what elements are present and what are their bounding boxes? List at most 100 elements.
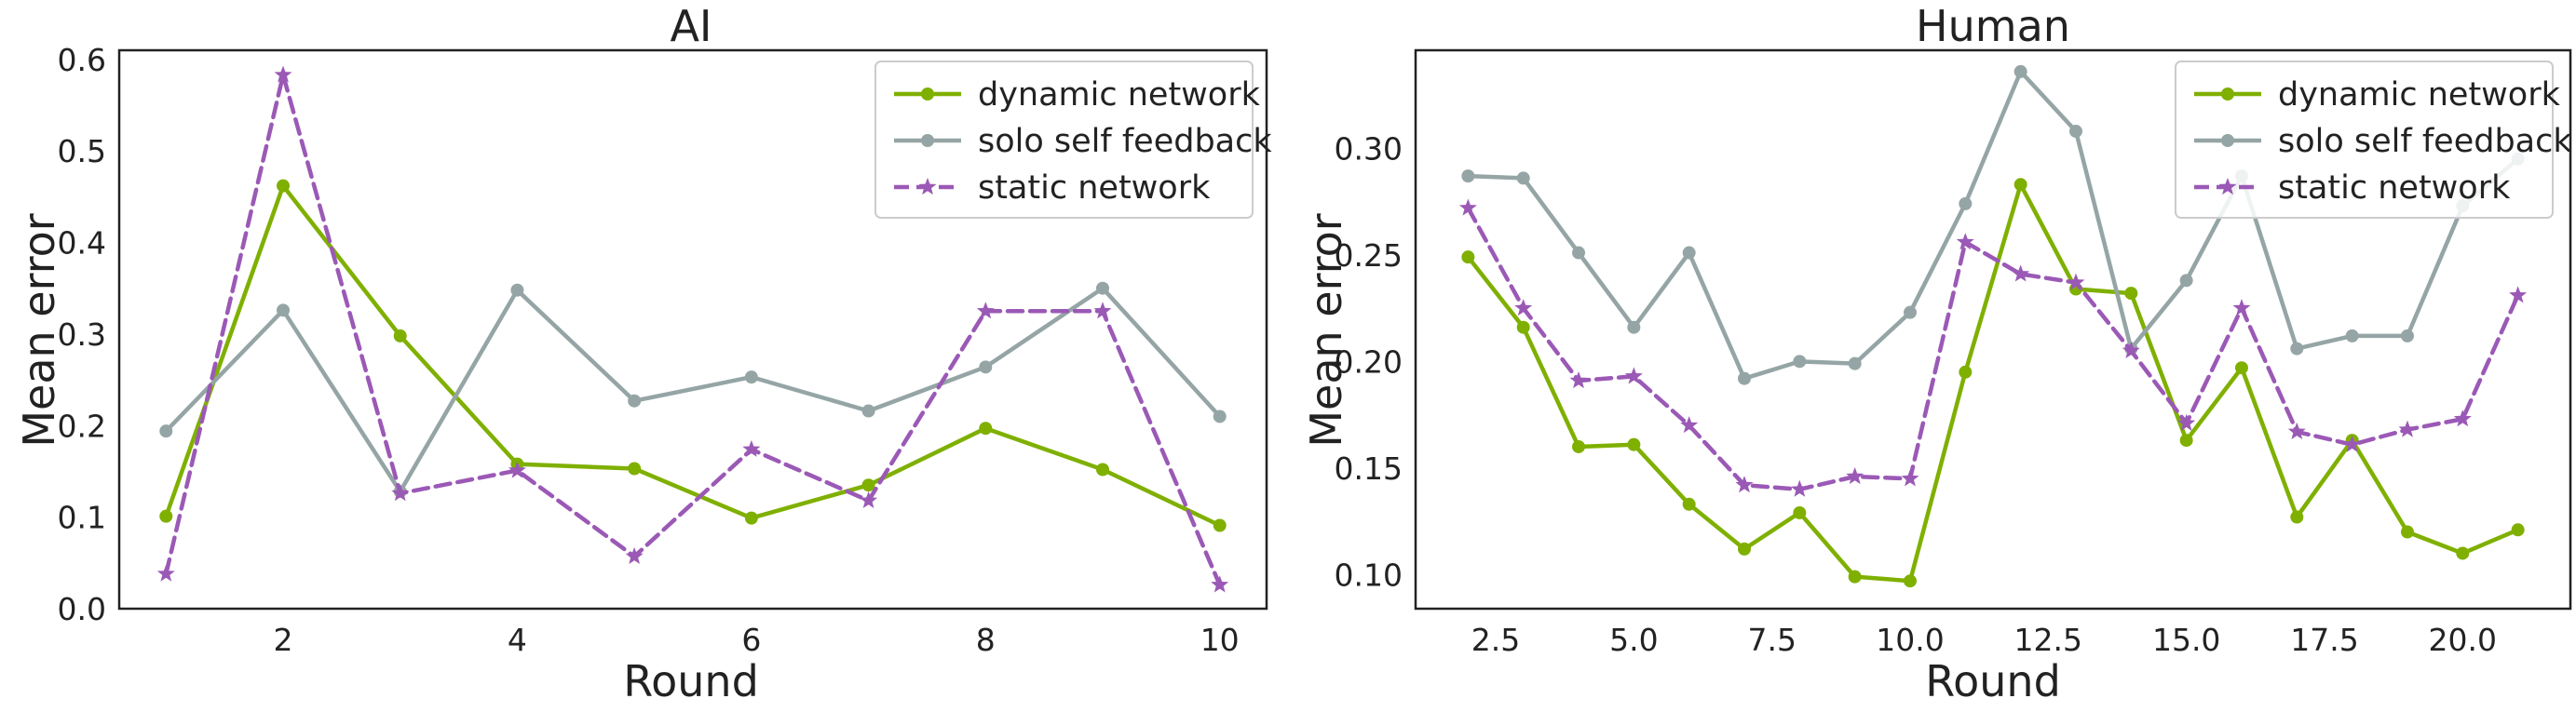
data-point — [1793, 355, 1807, 369]
data-point — [274, 65, 292, 83]
data-point — [2124, 287, 2138, 301]
data-point — [1627, 320, 1641, 334]
legend-box — [2175, 60, 2554, 219]
x-tick-label: 7.5 — [1747, 622, 1796, 658]
y-tick-label: 0.0 — [58, 591, 106, 627]
data-point — [2179, 274, 2193, 288]
data-point — [861, 478, 875, 492]
data-point — [744, 370, 758, 384]
series-static-network — [156, 65, 1229, 593]
data-point — [1516, 171, 1530, 185]
data-point — [2012, 264, 2030, 282]
data-point — [1096, 463, 1109, 477]
data-point — [2290, 342, 2304, 356]
data-point — [625, 546, 644, 564]
data-point — [861, 404, 875, 418]
data-point — [628, 394, 642, 408]
data-point — [1682, 497, 1696, 511]
data-point — [1738, 542, 1752, 556]
data-point — [979, 360, 993, 374]
x-tick-label: 10.0 — [1876, 622, 1944, 658]
data-point — [1680, 416, 1699, 434]
x-tick-label: 2.5 — [1471, 622, 1520, 658]
x-tick-label: 6 — [741, 622, 761, 658]
data-point — [2398, 420, 2417, 437]
x-tick-label: 10 — [1200, 622, 1240, 658]
data-point — [628, 462, 642, 476]
data-point — [1624, 367, 1643, 384]
plot-area — [1414, 48, 2572, 611]
data-point — [1572, 246, 1586, 260]
data-point — [1790, 479, 1809, 497]
series-line — [164, 286, 1222, 494]
data-point — [2013, 64, 2027, 78]
legend-marker — [921, 134, 934, 147]
data-point — [2456, 546, 2470, 560]
data-point — [1959, 196, 1973, 210]
data-point — [2343, 435, 2362, 452]
legend-label: static network — [978, 169, 1211, 207]
y-tick-labels: 0.0 0.1 0.2 0.3 0.4 0.5 0.6 — [58, 42, 106, 627]
data-point — [1904, 574, 1918, 588]
chart-title: Human — [1916, 1, 2070, 51]
x-axis-label: Round — [623, 656, 759, 706]
series-solo-self-feedback — [159, 281, 1227, 499]
data-point — [1682, 246, 1696, 260]
y-tick-label: 0.30 — [1335, 130, 1403, 167]
series-dynamic-network — [159, 179, 1227, 532]
y-tick-label: 0.15 — [1335, 450, 1403, 487]
data-point — [1516, 320, 1530, 334]
legend-marker — [921, 87, 934, 101]
y-axis-label: Mean error — [1301, 213, 1351, 447]
series-layer — [1458, 64, 2528, 588]
data-point — [2400, 329, 2414, 343]
data-point — [391, 484, 410, 502]
x-tick-label: 4 — [508, 622, 527, 658]
data-point — [156, 564, 175, 582]
data-point — [742, 439, 761, 457]
data-point — [510, 283, 524, 297]
data-point — [159, 509, 173, 523]
ai-chart-panel: AI Round Mean error 2 4 6 8 10 0.00.10.20.30… — [14, 1, 1272, 706]
data-point — [2290, 510, 2304, 524]
x-tick-label: 2 — [274, 622, 293, 658]
y-tick-label: 0.6 — [58, 42, 106, 78]
legend-marker — [2221, 87, 2234, 101]
legend-marker — [2221, 134, 2234, 147]
x-tick-label: 20.0 — [2429, 622, 2497, 658]
y-tick-label: 0.20 — [1335, 343, 1403, 380]
data-point — [277, 303, 290, 317]
data-point — [1213, 518, 1227, 532]
data-point — [1458, 198, 1477, 216]
legend-label: dynamic network — [2278, 76, 2561, 114]
legend-marker — [2218, 178, 2237, 195]
data-point — [2067, 273, 2085, 290]
data-point — [2068, 125, 2082, 139]
data-point — [2013, 178, 2027, 192]
data-point — [1793, 505, 1807, 519]
data-point — [1211, 575, 1229, 593]
x-tick-label: 15.0 — [2152, 622, 2220, 658]
data-point — [1956, 233, 1974, 250]
y-tick-label: 0.2 — [58, 408, 106, 444]
data-point — [2400, 525, 2414, 539]
legend-box — [874, 60, 1254, 219]
x-tick-label: 5.0 — [1609, 622, 1658, 658]
data-point — [1627, 437, 1641, 451]
data-point — [1572, 439, 1586, 453]
data-point — [159, 424, 173, 438]
x-tick-labels: 2.5 5.0 7.5 10.0 12.5 15.0 17.5 20.0 — [1471, 622, 2497, 658]
data-point — [1093, 302, 1112, 319]
data-point — [1848, 570, 1862, 584]
legend-marker — [918, 178, 937, 195]
data-point — [860, 490, 878, 508]
data-point — [508, 461, 526, 478]
y-tick-label: 0.25 — [1335, 237, 1403, 274]
y-tick-labels: 0.10 0.15 0.20 0.25 0.30 — [1335, 130, 1403, 593]
data-point — [1514, 299, 1533, 316]
y-tick-label: 0.1 — [58, 500, 106, 536]
x-tick-label: 8 — [976, 622, 996, 658]
data-point — [393, 329, 407, 343]
data-point — [744, 511, 758, 525]
